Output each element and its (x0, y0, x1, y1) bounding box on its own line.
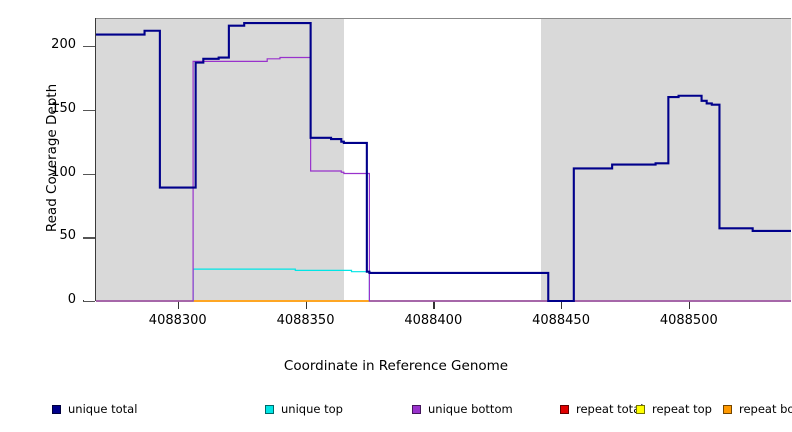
legend-item-repeat-top[interactable]: repeat top (636, 398, 712, 420)
series-plot-area (96, 22, 791, 303)
y-tick-label: 0 (67, 292, 76, 307)
panel-top-border-gap (343, 18, 541, 19)
y-tick-mark (83, 109, 95, 112)
x-tick-label: 4088450 (532, 313, 590, 328)
x-tick-label: 4088400 (404, 313, 463, 328)
legend-item-unique-bottom[interactable]: unique bottom (412, 398, 513, 420)
legend-label: repeat bottom (739, 402, 792, 416)
legend-label: unique top (281, 402, 343, 416)
y-axis-line (95, 18, 97, 301)
legend-item-unique-top[interactable]: unique top (265, 398, 343, 420)
x-axis-line (83, 300, 85, 301)
y-tick-label: 200 (51, 37, 76, 53)
legend-swatch-icon (52, 404, 61, 414)
legend-swatch-icon (265, 404, 274, 414)
plot-panel (96, 18, 791, 300)
shaded-region-1 (96, 18, 344, 300)
legend-swatch-icon (636, 404, 645, 414)
x-axis-title: Coordinate in Reference Genome (283, 358, 509, 374)
legend-label: unique total (68, 402, 138, 416)
legend-swatch-icon (412, 404, 421, 414)
legend-swatch-icon (723, 404, 732, 414)
legend-item-unique-total[interactable]: unique total (52, 398, 137, 420)
legend-label: repeat total (576, 402, 644, 416)
y-axis-title: Read Coverage Depth (44, 83, 60, 233)
y-tick-mark (83, 301, 95, 303)
legend-item-repeat-total[interactable]: repeat total (560, 398, 643, 420)
y-tick-mark (83, 46, 95, 48)
x-tick-label: 4088350 (276, 313, 335, 328)
y-tick-label: 50 (59, 228, 76, 244)
x-tick-mark (177, 301, 180, 309)
series-line-unique-total (96, 22, 791, 303)
x-tick-mark (433, 301, 435, 309)
shaded-region-top-border-2 (540, 18, 791, 19)
y-tick-mark (83, 173, 95, 175)
legend-swatch-icon (560, 404, 569, 414)
shaded-region-top-border-1 (96, 18, 344, 19)
legend-label: repeat top (652, 402, 712, 416)
y-tick-label: 150 (51, 100, 76, 116)
x-tick-mark (561, 301, 563, 309)
shaded-region-2 (540, 18, 791, 300)
x-tick-label: 4088300 (148, 313, 207, 328)
series-line-unique-bottom (96, 56, 791, 302)
x-tick-mark (688, 301, 691, 309)
legend-label: unique bottom (428, 402, 513, 416)
y-tick-label: 100 (51, 164, 76, 180)
legend-item-repeat-bottom[interactable]: repeat bottom (723, 398, 792, 420)
x-tick-label: 4088500 (659, 313, 718, 328)
chart-legend: unique total unique top unique bottom repea… (0, 398, 792, 420)
x-tick-mark (305, 301, 307, 309)
y-tick-mark (83, 237, 95, 239)
